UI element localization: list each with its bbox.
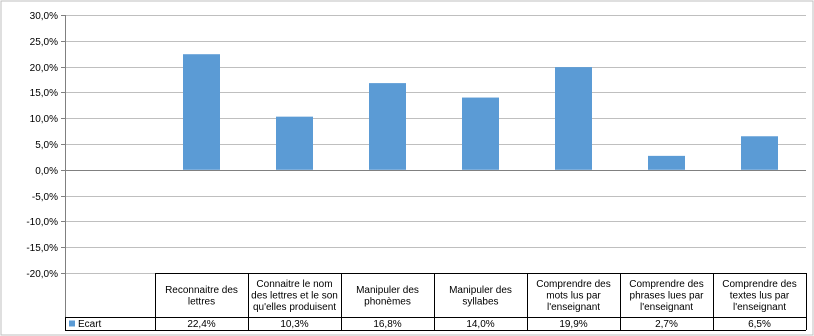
x-category-label: Manipuler des: [356, 285, 419, 296]
y-tick-label: 25,0%: [30, 37, 58, 48]
data-table-value: 22,4%: [187, 319, 215, 330]
data-table-value: 14,0%: [466, 319, 494, 330]
bar: [648, 155, 685, 170]
x-category-label: Comprendre des: [629, 279, 703, 290]
x-category-label: qu'elles produisent: [253, 302, 336, 313]
bar: [276, 116, 313, 170]
legend-series-name: Ecart: [78, 319, 102, 330]
x-category-label: Connaitre le nom: [256, 279, 332, 290]
data-table-value: 16,8%: [373, 319, 401, 330]
y-tick-label: 20,0%: [30, 63, 58, 74]
data-table-value: 10,3%: [280, 319, 308, 330]
y-tick-label: 5,0%: [35, 140, 58, 151]
y-tick-label: 30,0%: [30, 11, 58, 22]
x-category-label: Comprendre des: [536, 279, 610, 290]
y-tick-label: -20,0%: [26, 269, 58, 280]
bar: [555, 67, 592, 170]
y-axis-tick-labels: 30,0% 25,0% 20,0% 15,0% 10,0% 5,0% 0,0% -5,0% -1…: [26, 11, 58, 280]
x-category-label: des lettres et le son: [251, 291, 338, 302]
x-category-label: l'enseignant: [640, 302, 693, 313]
x-category-label: syllabes: [462, 296, 498, 307]
x-category-label: textes lus par: [730, 291, 790, 302]
x-category-label: Reconnaitre des: [165, 285, 238, 296]
data-table-value: 6,5%: [748, 319, 771, 330]
y-tick-label: -5,0%: [32, 192, 58, 203]
x-category-label: l'enseignant: [733, 302, 786, 313]
data-table-value: 19,9%: [559, 319, 587, 330]
data-table-value: 2,7%: [655, 319, 678, 330]
y-tick-label: 15,0%: [30, 88, 58, 99]
x-category-label: phrases lues par: [630, 291, 705, 302]
y-tick-label: -15,0%: [26, 243, 58, 254]
bar: [369, 83, 406, 170]
legend-swatch: [69, 320, 75, 327]
x-category-label: Comprendre des: [722, 279, 796, 290]
bars: [183, 54, 778, 170]
x-category-label: phonèmes: [364, 296, 411, 307]
bar: [462, 97, 499, 170]
x-category-label: mots lus par: [546, 291, 601, 302]
y-tick-label: -10,0%: [26, 217, 58, 228]
y-tick-label: 0,0%: [35, 166, 58, 177]
bar: [183, 54, 220, 170]
bar: [741, 136, 778, 170]
x-category-label: Manipuler des: [449, 285, 512, 296]
x-category-label: lettres: [188, 296, 215, 307]
y-tick-label: 10,0%: [30, 114, 58, 125]
x-category-label: l'enseignant: [547, 302, 600, 313]
